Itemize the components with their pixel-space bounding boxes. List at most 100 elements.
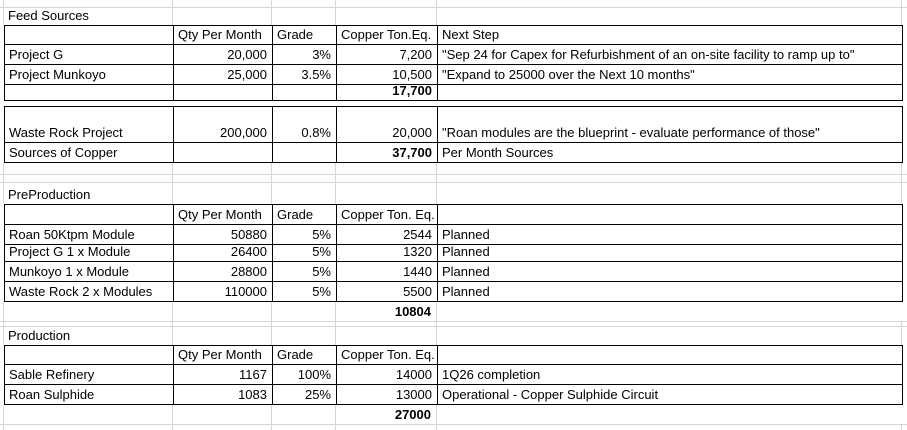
cell[interactable] bbox=[272, 302, 336, 321]
cell[interactable] bbox=[437, 302, 902, 321]
cell[interactable] bbox=[272, 0, 336, 7]
cell-next[interactable]: "Sep 24 for Capex for Refurbishment of a… bbox=[438, 45, 903, 65]
cell-grade[interactable]: 0.8% bbox=[273, 107, 337, 143]
cell-qty[interactable]: 25,000 bbox=[174, 65, 273, 85]
cell[interactable] bbox=[272, 163, 336, 174]
cell-grade[interactable] bbox=[273, 143, 337, 163]
cell-header-next[interactable] bbox=[438, 205, 903, 225]
section-title-feed-sources[interactable]: Feed Sources bbox=[4, 8, 173, 25]
cell-label[interactable]: Roan Sulphide bbox=[5, 385, 174, 405]
cell-qty[interactable]: 28800 bbox=[174, 262, 273, 282]
cell[interactable] bbox=[437, 322, 902, 326]
cell-qty[interactable] bbox=[174, 85, 273, 101]
cell-next[interactable]: Planned bbox=[438, 262, 903, 282]
cell-next[interactable]: Planned bbox=[438, 282, 903, 302]
cell-label[interactable]: Project Munkoyo bbox=[5, 65, 174, 85]
cell-header-qty[interactable]: Qty Per Month bbox=[174, 205, 273, 225]
cell-subtotal-copper[interactable]: 17,700 bbox=[337, 85, 438, 101]
cell-grade[interactable]: 5% bbox=[273, 262, 337, 282]
cell[interactable] bbox=[4, 322, 173, 326]
cell-qty[interactable]: 26400 bbox=[174, 245, 273, 262]
cell[interactable] bbox=[336, 327, 437, 345]
section-title-preproduction[interactable]: PreProduction bbox=[4, 183, 173, 204]
cell-grade[interactable]: 3% bbox=[273, 45, 337, 65]
cell[interactable] bbox=[272, 183, 336, 204]
cell-copper[interactable]: 1320 bbox=[337, 245, 438, 262]
cell[interactable] bbox=[4, 163, 173, 174]
cell-header-qty[interactable]: Qty Per Month bbox=[174, 26, 273, 45]
cell[interactable] bbox=[173, 175, 272, 182]
cell-subtotal-copper[interactable]: 10804 bbox=[336, 302, 437, 321]
cell-qty[interactable]: 1083 bbox=[174, 385, 273, 405]
cell-label[interactable]: Project G 1 x Module bbox=[5, 245, 174, 262]
cell-copper[interactable]: 20,000 bbox=[337, 107, 438, 143]
cell-copper[interactable]: 14000 bbox=[337, 365, 438, 385]
cell-copper[interactable]: 37,700 bbox=[337, 143, 438, 163]
cell[interactable] bbox=[336, 322, 437, 326]
cell[interactable] bbox=[437, 175, 902, 182]
cell-header-label[interactable] bbox=[5, 26, 174, 45]
cell[interactable] bbox=[336, 8, 437, 25]
cell-header-grade[interactable]: Grade bbox=[273, 346, 337, 365]
cell-label[interactable]: Waste Rock Project bbox=[5, 107, 174, 143]
cell[interactable] bbox=[437, 327, 902, 345]
cell-grade[interactable]: 3.5% bbox=[273, 65, 337, 85]
cell-header-copper[interactable]: Copper Ton. Eq. bbox=[337, 205, 438, 225]
cell[interactable] bbox=[173, 8, 272, 25]
cell-grade[interactable]: 5% bbox=[273, 245, 337, 262]
cell-header-next[interactable]: Next Step bbox=[438, 26, 903, 45]
cell-grade[interactable]: 5% bbox=[273, 225, 337, 245]
cell[interactable] bbox=[437, 8, 902, 25]
cell[interactable] bbox=[4, 175, 173, 182]
cell-label[interactable]: Sources of Copper bbox=[5, 143, 174, 163]
cell-label[interactable]: Project G bbox=[5, 45, 174, 65]
cell[interactable] bbox=[173, 163, 272, 174]
cell-copper[interactable]: 7,200 bbox=[337, 45, 438, 65]
section-title-production[interactable]: Production bbox=[4, 327, 173, 345]
cell[interactable] bbox=[173, 425, 272, 430]
cell[interactable] bbox=[336, 0, 437, 7]
cell-label[interactable] bbox=[5, 85, 174, 101]
cell[interactable] bbox=[272, 405, 336, 424]
cell-header-label[interactable] bbox=[5, 346, 174, 365]
cell[interactable] bbox=[173, 322, 272, 326]
cell-qty[interactable]: 110000 bbox=[174, 282, 273, 302]
cell[interactable] bbox=[4, 0, 173, 7]
cell[interactable] bbox=[173, 302, 272, 321]
cell[interactable] bbox=[272, 175, 336, 182]
cell-label[interactable]: Waste Rock 2 x Modules bbox=[5, 282, 174, 302]
cell-next[interactable] bbox=[438, 85, 903, 101]
cell-header-next[interactable] bbox=[438, 346, 903, 365]
cell-grade[interactable]: 5% bbox=[273, 282, 337, 302]
cell-label[interactable]: Sable Refinery bbox=[5, 365, 174, 385]
cell[interactable] bbox=[437, 405, 902, 424]
cell-next[interactable]: "Expand to 25000 over the Next 10 months… bbox=[438, 65, 903, 85]
cell[interactable] bbox=[272, 327, 336, 345]
cell[interactable] bbox=[336, 425, 437, 430]
cell[interactable] bbox=[336, 183, 437, 204]
cell[interactable] bbox=[336, 163, 437, 174]
cell-qty[interactable]: 200,000 bbox=[174, 107, 273, 143]
cell-header-grade[interactable]: Grade bbox=[273, 26, 337, 45]
cell[interactable] bbox=[272, 425, 336, 430]
cell[interactable] bbox=[4, 425, 173, 430]
cell-subtotal-copper[interactable]: 27000 bbox=[336, 405, 437, 424]
cell-next[interactable]: 1Q26 completion bbox=[438, 365, 903, 385]
cell[interactable] bbox=[4, 405, 173, 424]
cell[interactable] bbox=[437, 163, 902, 174]
cell[interactable] bbox=[437, 0, 902, 7]
cell-next[interactable]: Per Month Sources bbox=[438, 143, 903, 163]
cell[interactable] bbox=[173, 327, 272, 345]
cell-header-copper[interactable]: Copper Ton.Eq. bbox=[337, 26, 438, 45]
cell-copper[interactable]: 2544 bbox=[337, 225, 438, 245]
cell-copper[interactable]: 10,500 bbox=[337, 65, 438, 85]
cell-label[interactable]: Munkoyo 1 x Module bbox=[5, 262, 174, 282]
cell-copper[interactable]: 5500 bbox=[337, 282, 438, 302]
cell[interactable] bbox=[173, 405, 272, 424]
cell[interactable] bbox=[437, 425, 902, 430]
cell-header-grade[interactable]: Grade bbox=[273, 205, 337, 225]
cell-next[interactable]: "Roan modules are the blueprint - evalua… bbox=[438, 107, 903, 143]
cell[interactable] bbox=[173, 183, 272, 204]
cell[interactable] bbox=[272, 8, 336, 25]
cell-qty[interactable]: 20,000 bbox=[174, 45, 273, 65]
